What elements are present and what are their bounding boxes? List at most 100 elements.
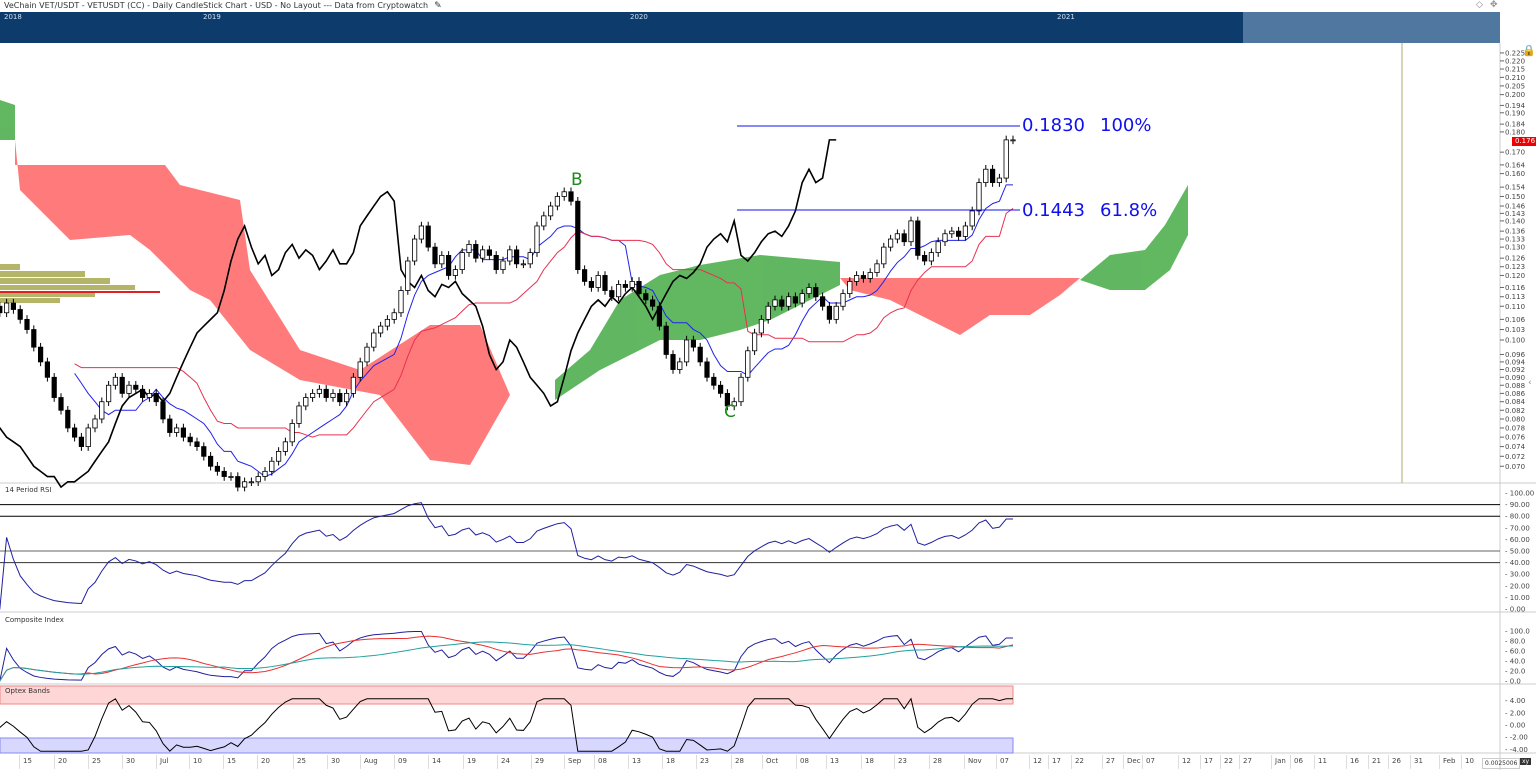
candle xyxy=(969,210,975,227)
candle xyxy=(126,384,132,394)
price-tick-label: 0.084 xyxy=(1505,398,1526,406)
indicator-tick-label: - 40.00 xyxy=(1505,559,1530,567)
price-tick-label: 0.150 xyxy=(1505,193,1525,201)
price-tick-label: 0.146 xyxy=(1505,203,1526,211)
candle xyxy=(731,401,737,407)
candle xyxy=(72,427,78,438)
candle xyxy=(330,392,336,398)
composite-fast-ma xyxy=(0,635,1014,682)
price-tick-label: 0.072 xyxy=(1505,453,1525,461)
date-grid-tick xyxy=(156,755,157,769)
candle xyxy=(609,290,615,298)
date-tick-label: 29 xyxy=(535,757,544,765)
optex-lower-band xyxy=(0,737,1014,754)
candle xyxy=(534,225,540,254)
candle xyxy=(282,441,289,452)
diamond-icon[interactable]: ◇ xyxy=(1476,0,1483,10)
candle xyxy=(704,361,710,378)
candle xyxy=(595,275,601,288)
candle xyxy=(874,263,880,273)
candle xyxy=(24,318,30,330)
candle xyxy=(187,436,193,443)
date-tick-label: 13 xyxy=(632,757,641,765)
candle xyxy=(44,361,51,378)
indicator-tick-label: - 50.00 xyxy=(1505,548,1530,556)
candle xyxy=(677,361,683,370)
date-grid-tick xyxy=(1071,755,1072,769)
candle xyxy=(214,465,220,472)
date-tick-label: 22 xyxy=(1075,757,1084,765)
candle xyxy=(248,481,254,484)
date-tick-label: 11 xyxy=(1318,757,1327,765)
candle xyxy=(582,269,588,282)
candle xyxy=(806,287,812,295)
edit-pencil-icon[interactable]: ✎ xyxy=(434,1,442,11)
date-tick-label: 18 xyxy=(666,757,675,765)
price-tick-label: 0.205 xyxy=(1505,82,1525,90)
date-grid-tick xyxy=(54,755,55,769)
date-grid-tick xyxy=(189,755,190,769)
candle xyxy=(371,332,377,348)
collapse-arrow-icon[interactable]: ‹ xyxy=(1528,378,1532,388)
candle xyxy=(881,246,887,265)
candle xyxy=(337,392,343,403)
candle xyxy=(323,388,329,398)
candle xyxy=(173,427,180,433)
date-tick-label: 28 xyxy=(735,757,744,765)
indicator-tick-label: - 70.00 xyxy=(1505,524,1530,532)
year-label: 2019 xyxy=(203,13,221,21)
date-grid-tick xyxy=(861,755,862,769)
price-tick-label: 0.220 xyxy=(1505,57,1525,65)
candle xyxy=(479,249,486,259)
navigator-selection[interactable] xyxy=(1243,12,1500,43)
date-tick-label: 27 xyxy=(1243,757,1252,765)
candle xyxy=(643,293,649,301)
date-tick-label: 31 xyxy=(1414,757,1423,765)
candle xyxy=(31,329,37,348)
candle xyxy=(473,244,479,259)
year-label: 2020 xyxy=(630,13,648,21)
price-tick-label: 0.190 xyxy=(1505,109,1525,117)
tenkan-line xyxy=(74,184,1013,478)
date-grid-tick xyxy=(1388,755,1389,769)
date-grid-tick xyxy=(327,755,328,769)
candle xyxy=(799,293,805,304)
date-grid-tick xyxy=(360,755,361,769)
indicator-tick-label: - 80.00 xyxy=(1505,513,1530,521)
cloud-bull xyxy=(0,100,15,140)
rsi-panel-title: 14 Period RSI xyxy=(5,486,52,494)
candle xyxy=(990,168,996,183)
candle xyxy=(786,296,792,307)
candle xyxy=(507,249,513,262)
date-tick-label: 28 xyxy=(933,757,942,765)
cloud-bear xyxy=(15,140,555,465)
candle xyxy=(548,205,554,217)
date-grid-tick xyxy=(762,755,763,769)
scale-value[interactable]: 0.0025006 xyxy=(1482,758,1520,769)
date-tick-label: 30 xyxy=(126,757,135,765)
cloud-bear xyxy=(840,278,1080,335)
candle xyxy=(820,296,826,307)
crosshair-icon[interactable]: ✥ xyxy=(1490,0,1498,10)
candle xyxy=(445,254,452,276)
candle xyxy=(622,284,629,288)
date-grid-tick xyxy=(564,755,565,769)
cloud-bull xyxy=(1080,185,1188,290)
candle xyxy=(901,233,907,243)
candle xyxy=(452,269,459,276)
candle xyxy=(343,392,350,403)
date-grid-tick xyxy=(1461,755,1462,769)
date-grid-tick xyxy=(19,755,20,769)
lock-icon[interactable]: 🔒 xyxy=(1522,44,1536,57)
price-tick-label: 0.180 xyxy=(1505,128,1525,136)
optex-line xyxy=(0,697,1013,752)
candle xyxy=(860,275,867,279)
price-tick-label: 0.074 xyxy=(1505,443,1526,451)
candle xyxy=(942,233,948,243)
candle xyxy=(561,191,567,197)
date-grid-tick xyxy=(1346,755,1347,769)
date-grid-tick xyxy=(826,755,827,769)
xy-lock-button[interactable]: xy xyxy=(1520,758,1532,765)
candle xyxy=(262,470,268,477)
